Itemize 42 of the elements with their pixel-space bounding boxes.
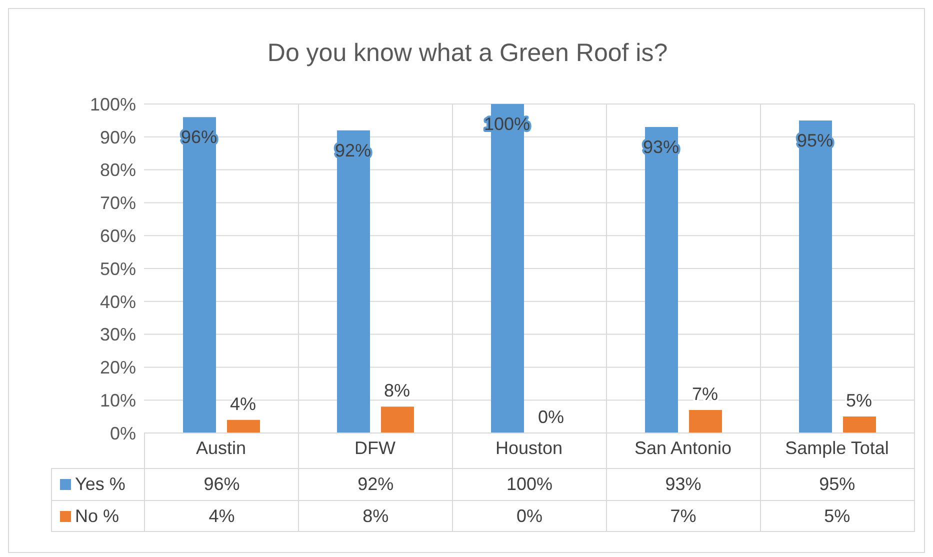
x-tick-label: DFW <box>354 438 396 458</box>
y-tick-label: 70% <box>100 193 136 214</box>
text: 8% <box>362 506 389 526</box>
bar <box>337 130 370 433</box>
bar <box>645 127 678 433</box>
text: 4% <box>208 506 235 526</box>
x-tick-label: Austin <box>196 438 246 458</box>
y-tick-label: 60% <box>100 226 136 246</box>
bar <box>843 416 876 433</box>
text: 100% <box>506 474 552 494</box>
bar <box>799 120 832 433</box>
y-tick-label: 30% <box>100 324 136 345</box>
text: 93% <box>665 474 702 494</box>
legend-label: Yes % <box>74 474 126 495</box>
y-tick-label: 40% <box>100 292 136 312</box>
text: 92% <box>358 474 394 494</box>
chart-title: Do you know what a Green Roof is? <box>266 39 669 68</box>
y-tick-label: 50% <box>100 258 136 279</box>
x-tick-label: Houston <box>495 438 563 458</box>
text: 7% <box>670 506 696 526</box>
y-tick-label: 100% <box>90 94 136 114</box>
x-tick-label: Sample Total <box>785 438 889 458</box>
text: 0% <box>516 506 542 526</box>
x-tick-label: San Antonio <box>634 438 732 458</box>
text: 7% <box>692 384 718 404</box>
text: 0% <box>538 407 564 427</box>
text: 5% <box>824 506 850 526</box>
y-tick-label: 20% <box>100 358 136 378</box>
text: 8% <box>384 380 410 401</box>
y-tick-label: 80% <box>100 160 136 180</box>
legend-label: No % <box>74 506 120 526</box>
y-tick-label: 90% <box>100 127 136 148</box>
bar <box>183 117 216 433</box>
text: 95% <box>819 474 856 494</box>
y-tick-label: 0% <box>110 423 136 444</box>
bar <box>689 410 722 433</box>
y-tick-label: 10% <box>100 390 136 410</box>
bar <box>381 406 414 433</box>
text: 96% <box>204 474 240 494</box>
text: 5% <box>846 390 872 411</box>
text: 4% <box>230 394 256 414</box>
bar <box>227 420 260 433</box>
